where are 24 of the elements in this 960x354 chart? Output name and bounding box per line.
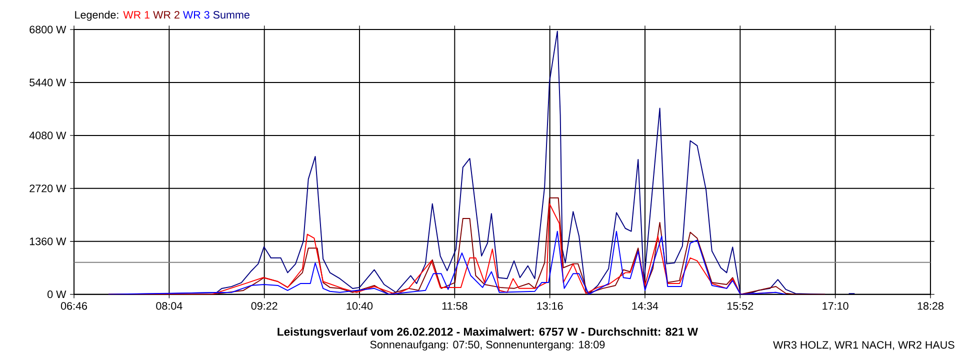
y-tick-label: 5440 W <box>30 78 66 86</box>
x-tick-label: 18:28 <box>918 302 944 310</box>
y-tick-label: 0 W <box>48 290 66 298</box>
x-tick-label: 10:40 <box>346 302 373 310</box>
legend-title: Legende: <box>75 10 118 21</box>
x-tick-label: 11:58 <box>442 302 468 310</box>
y-tick-label: 1360 W <box>30 237 66 245</box>
y-tick-label: 2720 W <box>30 184 66 192</box>
x-tick-label: 14:34 <box>632 302 658 310</box>
x-tick-label: 13:16 <box>537 302 563 310</box>
x-tick-label: 08:04 <box>156 302 182 310</box>
y-tick-label: 4080 W <box>29 131 66 140</box>
x-tick-label: 17:10 <box>822 302 848 310</box>
text: Sonnenaufgang: 07:50, Sonnenuntergang: 18:09 <box>370 340 605 350</box>
x-tick-label: 06:46 <box>60 302 88 310</box>
x-tick-label: 15:52 <box>728 302 754 310</box>
x-tick-label: 09:22 <box>251 302 278 310</box>
text: Leistungsverlauf vom 26.02.2012 - Maximalwert: 6757 W - Durchschnitt: 821 W <box>278 327 698 338</box>
text: Summe <box>213 10 250 18</box>
text: WR 2 <box>153 10 180 18</box>
text: WR3 HOLZ, WR1 NACH, WR2 HAUS <box>773 340 954 350</box>
y-tick-label: 6800 W <box>30 26 66 34</box>
text: WR 1 <box>123 10 150 18</box>
text: WR 3 <box>182 10 210 18</box>
